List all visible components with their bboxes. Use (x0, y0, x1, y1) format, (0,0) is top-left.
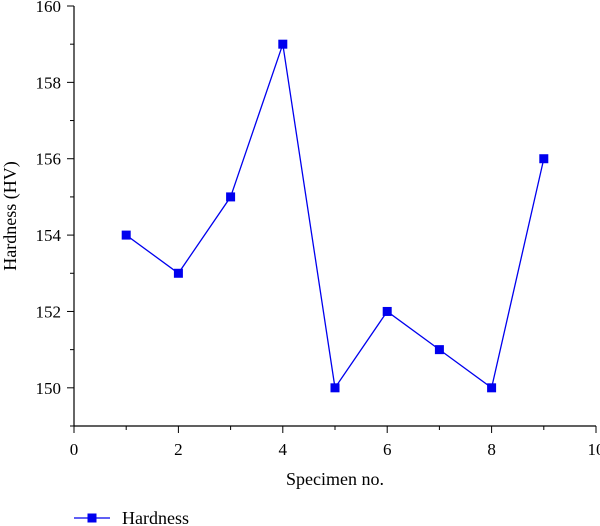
legend-marker (87, 513, 97, 523)
x-tick-label: 8 (487, 440, 496, 459)
x-axis-ticks: 0 2 4 6 8 10 (70, 426, 600, 459)
series-line (125, 43, 545, 390)
y-tick-label: 152 (36, 302, 62, 321)
data-point-marker (278, 39, 288, 49)
y-tick-label: 150 (36, 379, 62, 398)
axes (73, 6, 596, 427)
x-axis-title: Specimen no. (286, 469, 384, 489)
data-point-marker (226, 192, 236, 202)
data-point-marker (539, 154, 549, 164)
y-axis-title: Hardness (HV) (0, 161, 21, 270)
x-tick-label: 2 (174, 440, 183, 459)
x-tick-label: 6 (383, 440, 392, 459)
x-tick-label: 0 (70, 440, 79, 459)
data-point-marker (121, 230, 131, 240)
x-tick-label: 10 (588, 440, 600, 459)
data-point-marker (330, 383, 340, 393)
data-point-marker (382, 306, 392, 316)
y-tick-label: 160 (36, 0, 62, 16)
data-point-marker (434, 345, 444, 355)
legend-label: Hardness (122, 508, 189, 526)
data-point-marker (173, 268, 183, 278)
x-tick-label: 4 (279, 440, 288, 459)
series-layer (121, 39, 549, 393)
y-axis-ticks: 150 152 154 156 158 160 (36, 0, 74, 427)
y-tick-label: 156 (36, 150, 62, 169)
y-tick-label: 154 (36, 226, 62, 245)
legend: Hardness (74, 508, 189, 526)
y-tick-label: 158 (36, 73, 62, 92)
data-point-marker (487, 383, 497, 393)
